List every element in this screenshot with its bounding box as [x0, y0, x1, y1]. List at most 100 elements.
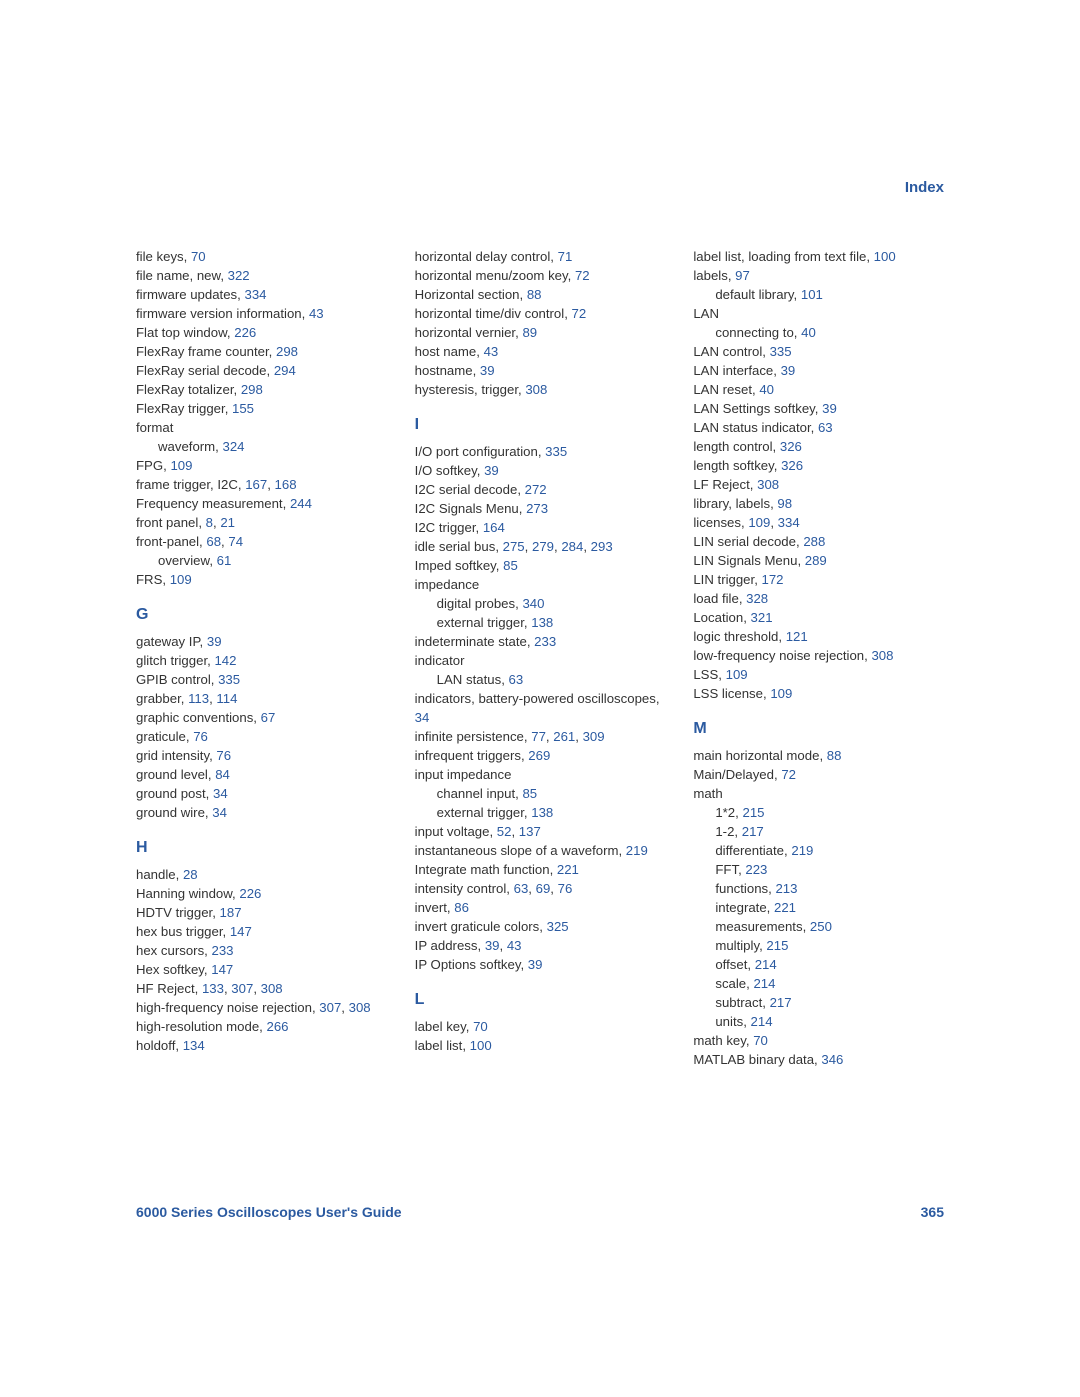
- index-page-link[interactable]: 289: [805, 553, 827, 568]
- index-page-link[interactable]: 8: [206, 515, 213, 530]
- index-page-link[interactable]: 308: [349, 1000, 371, 1015]
- index-page-link[interactable]: 72: [572, 306, 587, 321]
- index-page-link[interactable]: 39: [822, 401, 837, 416]
- index-page-link[interactable]: 68: [206, 534, 221, 549]
- index-page-link[interactable]: 219: [791, 843, 813, 858]
- index-page-link[interactable]: 226: [239, 886, 261, 901]
- index-page-link[interactable]: 71: [558, 249, 573, 264]
- index-page-link[interactable]: 76: [558, 881, 573, 896]
- index-page-link[interactable]: 335: [545, 444, 567, 459]
- index-page-link[interactable]: 233: [212, 943, 234, 958]
- index-page-link[interactable]: 334: [778, 515, 800, 530]
- index-page-link[interactable]: 43: [507, 938, 522, 953]
- index-page-link[interactable]: 223: [745, 862, 767, 877]
- index-page-link[interactable]: 134: [183, 1038, 205, 1053]
- index-page-link[interactable]: 233: [534, 634, 556, 649]
- index-page-link[interactable]: 322: [228, 268, 250, 283]
- index-page-link[interactable]: 69: [536, 881, 551, 896]
- index-page-link[interactable]: 308: [871, 648, 893, 663]
- index-page-link[interactable]: 39: [484, 463, 499, 478]
- index-page-link[interactable]: 275: [503, 539, 525, 554]
- index-page-link[interactable]: 147: [211, 962, 233, 977]
- index-page-link[interactable]: 39: [485, 938, 500, 953]
- index-page-link[interactable]: 34: [212, 805, 227, 820]
- index-page-link[interactable]: 307: [319, 1000, 341, 1015]
- index-page-link[interactable]: 294: [274, 363, 296, 378]
- index-page-link[interactable]: 138: [531, 805, 553, 820]
- index-page-link[interactable]: 288: [803, 534, 825, 549]
- index-page-link[interactable]: 21: [220, 515, 235, 530]
- index-page-link[interactable]: 34: [213, 786, 228, 801]
- index-page-link[interactable]: 328: [746, 591, 768, 606]
- index-page-link[interactable]: 307: [231, 981, 253, 996]
- index-page-link[interactable]: 167: [245, 477, 267, 492]
- index-page-link[interactable]: 325: [547, 919, 569, 934]
- index-page-link[interactable]: 244: [290, 496, 312, 511]
- index-page-link[interactable]: 67: [261, 710, 276, 725]
- index-page-link[interactable]: 155: [232, 401, 254, 416]
- index-page-link[interactable]: 215: [742, 805, 764, 820]
- index-page-link[interactable]: 321: [751, 610, 773, 625]
- index-page-link[interactable]: 109: [170, 458, 192, 473]
- index-page-link[interactable]: 101: [801, 287, 823, 302]
- index-page-link[interactable]: 40: [801, 325, 816, 340]
- index-page-link[interactable]: 39: [480, 363, 495, 378]
- index-page-link[interactable]: 63: [818, 420, 833, 435]
- index-page-link[interactable]: 43: [309, 306, 324, 321]
- index-page-link[interactable]: 72: [781, 767, 796, 782]
- index-page-link[interactable]: 63: [514, 881, 529, 896]
- index-page-link[interactable]: 39: [781, 363, 796, 378]
- index-page-link[interactable]: 326: [780, 439, 802, 454]
- index-page-link[interactable]: 40: [759, 382, 774, 397]
- index-page-link[interactable]: 269: [528, 748, 550, 763]
- index-page-link[interactable]: 97: [735, 268, 750, 283]
- index-page-link[interactable]: 213: [775, 881, 797, 896]
- index-page-link[interactable]: 172: [762, 572, 784, 587]
- index-page-link[interactable]: 298: [276, 344, 298, 359]
- index-page-link[interactable]: 214: [751, 1014, 773, 1029]
- index-page-link[interactable]: 142: [214, 653, 236, 668]
- index-page-link[interactable]: 85: [503, 558, 518, 573]
- index-page-link[interactable]: 279: [532, 539, 554, 554]
- index-page-link[interactable]: 226: [234, 325, 256, 340]
- index-page-link[interactable]: 34: [415, 710, 430, 725]
- index-page-link[interactable]: 308: [261, 981, 283, 996]
- index-page-link[interactable]: 72: [575, 268, 590, 283]
- index-page-link[interactable]: 113: [188, 691, 209, 706]
- index-page-link[interactable]: 214: [755, 957, 777, 972]
- index-page-link[interactable]: 309: [583, 729, 605, 744]
- index-page-link[interactable]: 214: [753, 976, 775, 991]
- index-page-link[interactable]: 138: [531, 615, 553, 630]
- index-page-link[interactable]: 121: [786, 629, 808, 644]
- index-page-link[interactable]: 340: [522, 596, 544, 611]
- index-page-link[interactable]: 261: [553, 729, 575, 744]
- index-page-link[interactable]: 109: [726, 667, 748, 682]
- index-page-link[interactable]: 217: [770, 995, 792, 1010]
- index-page-link[interactable]: 84: [215, 767, 230, 782]
- index-page-link[interactable]: 86: [454, 900, 469, 915]
- index-page-link[interactable]: 221: [557, 862, 579, 877]
- index-page-link[interactable]: 147: [230, 924, 252, 939]
- index-page-link[interactable]: 273: [526, 501, 548, 516]
- index-page-link[interactable]: 85: [522, 786, 537, 801]
- index-page-link[interactable]: 28: [183, 867, 198, 882]
- index-page-link[interactable]: 76: [193, 729, 208, 744]
- index-page-link[interactable]: 250: [810, 919, 832, 934]
- index-page-link[interactable]: 326: [781, 458, 803, 473]
- index-page-link[interactable]: 98: [777, 496, 792, 511]
- index-page-link[interactable]: 70: [753, 1033, 768, 1048]
- index-page-link[interactable]: 137: [519, 824, 541, 839]
- index-page-link[interactable]: 77: [531, 729, 546, 744]
- index-page-link[interactable]: 133: [202, 981, 224, 996]
- index-page-link[interactable]: 221: [774, 900, 796, 915]
- index-page-link[interactable]: 89: [522, 325, 537, 340]
- index-page-link[interactable]: 335: [218, 672, 240, 687]
- index-page-link[interactable]: 164: [483, 520, 505, 535]
- index-page-link[interactable]: 52: [497, 824, 512, 839]
- index-page-link[interactable]: 109: [748, 515, 770, 530]
- index-page-link[interactable]: 76: [216, 748, 231, 763]
- index-page-link[interactable]: 88: [527, 287, 542, 302]
- index-page-link[interactable]: 308: [525, 382, 547, 397]
- index-page-link[interactable]: 219: [626, 843, 648, 858]
- index-page-link[interactable]: 335: [770, 344, 792, 359]
